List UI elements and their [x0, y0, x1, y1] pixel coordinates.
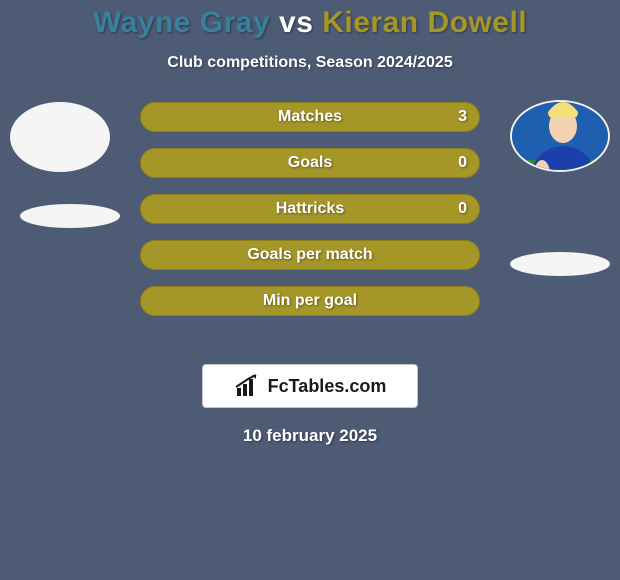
player1-name: Wayne Gray — [93, 6, 270, 39]
stat-label: Goals per match — [247, 246, 372, 264]
player2-name: Kieran Dowell — [322, 6, 527, 39]
date: 10 february 2025 — [0, 426, 620, 446]
brand-text: FcTables.com — [268, 376, 387, 397]
stat-label: Goals — [288, 154, 332, 172]
player1-avatar-shadow — [20, 204, 120, 228]
stat-bars: Matches 3 Goals 0 Hattricks 0 Goals per match M… — [140, 102, 480, 332]
player2-avatar-shadow — [510, 252, 610, 276]
player2-column — [500, 100, 620, 340]
stat-bar: Goals per match — [140, 240, 480, 270]
stat-bar: Goals 0 — [140, 148, 480, 178]
stat-bar: Min per goal — [140, 286, 480, 316]
title: Wayne Gray vs Kieran Dowell — [0, 6, 620, 40]
comparison-card: Wayne Gray vs Kieran Dowell Club competi… — [0, 0, 620, 580]
stat-bar: Matches 3 — [140, 102, 480, 132]
stat-label: Matches — [278, 108, 342, 126]
stat-bar: Hattricks 0 — [140, 194, 480, 224]
stat-value-right: 0 — [458, 200, 467, 218]
stat-label: Min per goal — [263, 292, 357, 310]
stat-value-right: 0 — [458, 154, 467, 172]
stats-zone: Matches 3 Goals 0 Hattricks 0 Goals per match M… — [0, 102, 620, 342]
stat-value-right: 3 — [458, 108, 467, 126]
brand-badge[interactable]: FcTables.com — [202, 364, 418, 408]
player2-avatar — [510, 100, 610, 172]
subtitle: Club competitions, Season 2024/2025 — [0, 54, 620, 72]
stat-label: Hattricks — [276, 200, 344, 218]
brand-icon — [234, 374, 260, 398]
vs-text: vs — [279, 6, 313, 39]
player1-avatar — [10, 102, 110, 172]
player1-column — [0, 100, 120, 340]
